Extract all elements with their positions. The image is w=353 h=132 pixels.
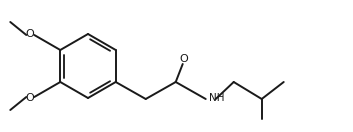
Text: O: O xyxy=(25,29,34,39)
Text: O: O xyxy=(179,54,188,64)
Text: O: O xyxy=(25,93,34,103)
Text: NH: NH xyxy=(209,93,224,103)
